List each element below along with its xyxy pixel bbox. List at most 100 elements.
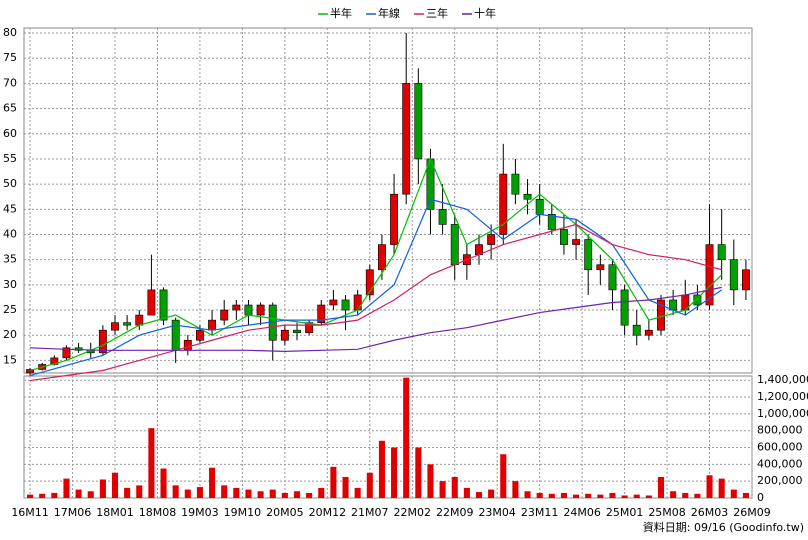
legend-label: 三年	[426, 6, 448, 20]
y-tick-label: 60	[3, 127, 17, 140]
candle-body	[584, 239, 593, 271]
ma-line	[29, 198, 723, 377]
y-tick-label: 400,000	[757, 457, 803, 470]
ma-line	[29, 157, 723, 372]
y-tick-label: 40	[3, 227, 17, 240]
volume-bar	[257, 491, 264, 498]
y-tick-label: 1,000,000	[757, 407, 808, 420]
volume-bar	[136, 485, 143, 498]
volume-bar	[99, 479, 106, 498]
candle-body	[729, 259, 738, 291]
volume-bar	[694, 493, 701, 498]
x-tick-label: 23M04	[478, 506, 516, 519]
candle-body	[26, 369, 35, 374]
volume-pane	[23, 375, 753, 499]
candle-body	[499, 173, 508, 235]
legend-label: 年線	[378, 6, 400, 20]
volume-bar	[354, 487, 361, 498]
x-tick-label: 22M09	[436, 506, 474, 519]
x-tick-label: 16M11	[11, 506, 49, 519]
volume-bar	[657, 476, 665, 498]
volume-bar	[342, 476, 349, 498]
y-tick-label: 55	[3, 152, 17, 165]
candle-body	[377, 244, 386, 271]
x-tick-label: 19M03	[181, 506, 219, 519]
volume-bar	[548, 493, 555, 498]
x-tick-label: 22M02	[394, 506, 432, 519]
volume-bar	[633, 494, 640, 498]
x-tick-label: 23M11	[521, 506, 559, 519]
candle-body	[657, 299, 665, 331]
y-tick-label: 75	[3, 51, 17, 64]
volume-bar	[391, 447, 398, 498]
x-tick-label: 26M03	[691, 506, 729, 519]
candle-body	[572, 239, 581, 245]
candle-body	[390, 193, 399, 245]
candle-body	[183, 339, 192, 351]
volume-bar	[269, 489, 276, 498]
candle-body	[523, 193, 532, 200]
candle-body	[293, 329, 301, 334]
candle-body	[220, 309, 229, 321]
candle-body	[232, 304, 241, 311]
x-tick-label: 24M06	[563, 506, 601, 519]
candle-body	[208, 319, 217, 331]
candle-body	[511, 173, 520, 195]
x-tick-label: 20M05	[266, 506, 304, 519]
candle-body	[414, 83, 423, 160]
candle-body	[438, 209, 447, 225]
legend-label: 半年	[330, 6, 352, 20]
candle-body	[402, 83, 411, 195]
y-tick-label: 30	[3, 278, 17, 291]
candle-body	[693, 294, 702, 306]
volume-bar	[609, 492, 616, 498]
candle-body	[123, 322, 132, 326]
volume-bar	[209, 467, 216, 498]
volume-bar	[87, 491, 94, 498]
volume-bar	[124, 487, 131, 498]
candle-body	[353, 294, 362, 311]
candle-body	[195, 329, 204, 341]
price-pane	[23, 27, 753, 374]
candle-body	[717, 244, 726, 260]
candle-body	[317, 304, 326, 323]
volume-bar	[730, 489, 737, 498]
volume-bar	[585, 493, 592, 498]
y-tick-label: 80	[3, 26, 17, 39]
candle-body	[547, 214, 556, 230]
volume-bar	[439, 481, 446, 498]
candle-body	[705, 244, 714, 306]
ma-line	[30, 286, 722, 352]
candle-body	[329, 299, 338, 306]
candle-body	[559, 229, 568, 245]
candle-body	[741, 269, 750, 291]
y-tick-label: 15	[3, 353, 17, 366]
x-tick-label: 25M08	[648, 506, 686, 519]
volume-bar	[536, 492, 543, 498]
x-tick-label: 18M01	[96, 506, 134, 519]
candle-body	[596, 264, 605, 271]
x-tick-label: 26M09	[733, 506, 771, 519]
volume-bar	[573, 494, 580, 498]
ma-line	[29, 223, 722, 382]
volume-bar	[245, 489, 252, 498]
candle-body	[632, 324, 641, 336]
x-tick-label: 21M07	[351, 506, 389, 519]
candle-body	[50, 357, 59, 365]
volume-bar	[39, 493, 46, 498]
candle-body	[608, 264, 617, 291]
y-tick-label: 70	[3, 76, 17, 89]
volume-bar	[293, 491, 301, 498]
x-tick-label: 19M10	[224, 506, 262, 519]
candle-body	[135, 314, 144, 326]
candle-body	[98, 329, 107, 354]
candle-body	[244, 304, 253, 316]
volume-bar	[403, 377, 410, 498]
y-tick-label: 200,000	[757, 474, 803, 487]
volume-bar	[306, 492, 313, 498]
volume-bar	[560, 492, 567, 498]
legend-label: 十年	[474, 6, 496, 20]
volume-bar	[645, 495, 652, 498]
candle-body	[644, 329, 653, 336]
